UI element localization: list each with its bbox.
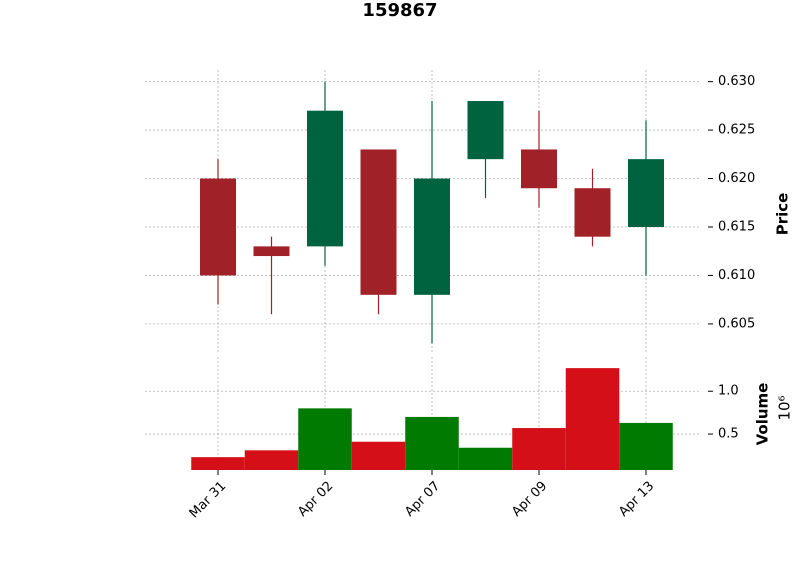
chart-title: 159867 — [362, 0, 437, 21]
volume-bar — [405, 416, 459, 470]
candle-body — [253, 246, 290, 257]
candle-body — [467, 101, 504, 160]
y-tick-label: 0.625 — [718, 123, 755, 138]
candle-body — [414, 178, 450, 295]
y-tick-label: 0.620 — [718, 171, 755, 186]
volume-bar — [298, 408, 352, 470]
volume-bar — [619, 422, 673, 470]
volume-scale-label: 10⁶ — [776, 395, 794, 420]
x-tick-label: Apr 13 — [616, 479, 657, 520]
y-tick-label: 0.605 — [718, 316, 755, 331]
candle-body — [307, 110, 343, 247]
candle-body — [521, 149, 557, 189]
volume-bar — [191, 457, 245, 470]
volume-bar — [244, 450, 299, 470]
candle-body — [628, 159, 664, 227]
x-tick-label: Mar 31 — [187, 479, 230, 522]
y-tick-label: 0.615 — [718, 219, 755, 234]
x-tick-label: Apr 07 — [402, 479, 443, 520]
y-tick-label: 1.0 — [718, 384, 739, 399]
volume-axis-label: Volume — [754, 383, 772, 446]
candle-body — [574, 188, 611, 237]
y-tick-label: 0.5 — [718, 427, 739, 442]
candle-body — [200, 178, 236, 276]
y-axis-label: Price — [774, 193, 792, 236]
volume-bar — [351, 441, 406, 470]
volume-bar — [565, 368, 620, 470]
x-tick-label: Apr 09 — [509, 479, 550, 520]
volume-bar — [512, 428, 566, 470]
candle-body — [360, 149, 397, 295]
y-tick-label: 0.610 — [718, 268, 755, 283]
x-tick-label: Apr 02 — [295, 479, 336, 520]
y-tick-label: 0.630 — [718, 74, 755, 89]
volume-bar — [458, 447, 513, 470]
